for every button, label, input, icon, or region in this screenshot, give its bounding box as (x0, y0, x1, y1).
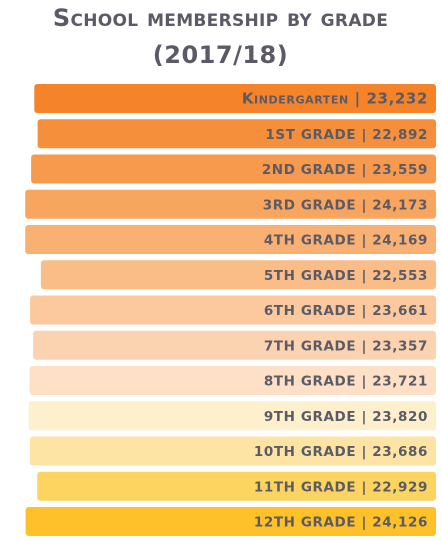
bar-label-11th-grade: 11TH GRADE | 22,929 (254, 479, 428, 495)
bar-label-3rd-grade: 3RD GRADE | 24,173 (263, 197, 428, 213)
bar-6th-grade (30, 295, 436, 325)
bar-1st-grade (37, 119, 436, 149)
bar-label-10th-grade: 10TH GRADE | 23,686 (254, 444, 428, 460)
bar-kindergarten (34, 84, 437, 113)
bar-label-1st-grade: 1ST GRADE | 22,892 (265, 127, 428, 143)
bar-label-4th-grade: 4TH GRADE | 24,169 (264, 233, 428, 249)
bar-11th-grade (37, 471, 436, 501)
bar-9th-grade (28, 401, 436, 431)
bar-3rd-grade (25, 189, 436, 219)
chart-title: School membership by grade (52, 4, 389, 32)
bar-2nd-grade (31, 154, 436, 184)
bar-12th-grade (25, 507, 436, 536)
bar-label-6th-grade: 6TH GRADE | 23,661 (264, 303, 428, 319)
bar-label-5th-grade: 5TH GRADE | 22,553 (264, 268, 428, 284)
bar-label-9th-grade: 9TH GRADE | 23,820 (264, 409, 428, 425)
bar-label-8th-grade: 8TH GRADE | 23,721 (264, 374, 428, 390)
bar-label-12th-grade: 12TH GRADE | 24,126 (254, 515, 428, 531)
bar-7th-grade (33, 330, 436, 360)
bar-label-kindergarten: Kindergarten | 23,232 (242, 90, 428, 109)
bar-4th-grade (25, 225, 436, 254)
bar-10th-grade (29, 436, 437, 466)
bar-label-7th-grade: 7TH GRADE | 23,357 (264, 338, 428, 354)
bar-label-2nd-grade: 2ND GRADE | 23,559 (262, 162, 428, 178)
bar-8th-grade (29, 366, 436, 395)
bar-5th-grade (40, 260, 437, 290)
chart-subtitle: (2017/18) (152, 41, 289, 69)
